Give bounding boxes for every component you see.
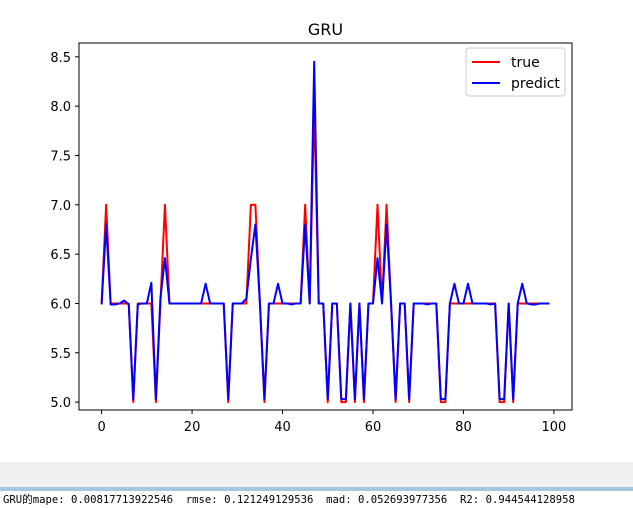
chart-title: GRU [308, 20, 343, 39]
x-axis: 0 20 40 60 80 100 [97, 410, 566, 435]
x-tick-label: 80 [455, 420, 472, 435]
x-tick-label: 40 [274, 420, 291, 435]
console-output: GRU的mape: 0.00817713922546 rmse: 0.12124… [0, 491, 633, 508]
y-tick-label: 8.0 [50, 100, 71, 115]
axes-frame [78, 42, 573, 411]
y-tick-label: 8.5 [50, 51, 71, 66]
y-tick-label: 6.0 [50, 297, 71, 312]
figure-canvas: 0 20 40 60 80 100 5.0 5.5 6.0 6.5 7.0 7.5 8.0 8.5 GR… [50, 20, 573, 435]
x-tick-label: 60 [365, 420, 382, 435]
x-tick-label: 100 [541, 420, 566, 435]
gru-line-chart: 0 20 40 60 80 100 5.0 5.5 6.0 6.5 7.0 7.5 8.0 8.5 GR… [50, 20, 573, 435]
series-line-predict [100, 60, 550, 401]
y-tick-label: 5.0 [50, 396, 71, 411]
y-axis: 5.0 5.5 6.0 6.5 7.0 7.5 8.0 8.5 [50, 51, 79, 411]
y-tick-label: 6.5 [50, 248, 71, 263]
plot-area [100, 60, 550, 404]
x-tick-label: 20 [184, 420, 201, 435]
legend-label-true: true [511, 55, 540, 71]
legend-label-predict: predict [511, 76, 560, 92]
window-gap [0, 462, 633, 487]
legend: true predict [465, 47, 566, 97]
console-splitter[interactable] [0, 487, 633, 491]
y-tick-label: 7.5 [50, 149, 71, 164]
y-tick-label: 5.5 [50, 347, 71, 362]
metrics-output-line: GRU的mape: 0.00817713922546 rmse: 0.12124… [3, 494, 575, 506]
y-tick-label: 7.0 [50, 199, 71, 214]
x-tick-label: 0 [97, 420, 105, 435]
